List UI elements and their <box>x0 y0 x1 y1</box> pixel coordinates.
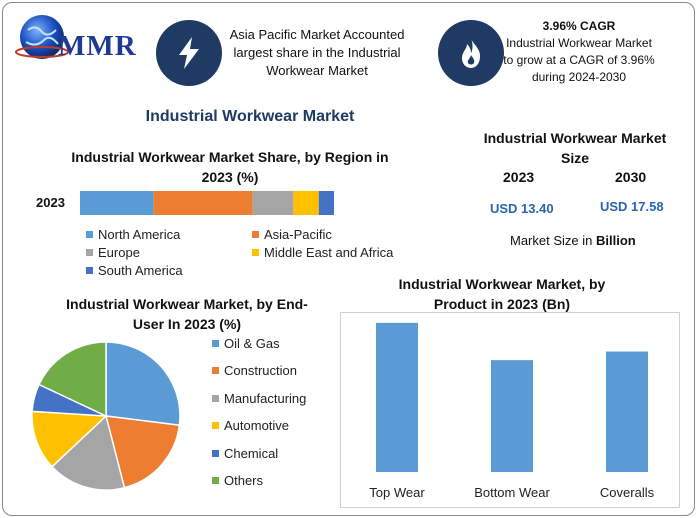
cagr-info: 3.96% CAGR Industrial Workwear Market to… <box>496 18 662 86</box>
south-america-swatch <box>86 267 93 274</box>
region-stacked-bar <box>80 191 334 215</box>
legend-europe: Europe <box>86 245 140 260</box>
pie-slice-manufacturing <box>50 414 126 491</box>
product-bar-chart: Top Wear Bottom Wear Coveralls <box>369 322 655 500</box>
legend-label: Europe <box>98 245 140 260</box>
product-bar-coveralls <box>606 351 648 472</box>
info2-line3: during 2024-2030 <box>531 70 627 84</box>
enduser-legend: Oil & Gas Construction Manufacturing Automo… <box>212 336 332 496</box>
info1-line3: Workwear Market <box>266 63 368 78</box>
pie-legend-label: Chemical <box>224 445 279 461</box>
pie-slice-others <box>38 341 107 418</box>
product-bar-bottom-wear <box>491 360 533 472</box>
legend-label: Asia-Pacific <box>264 227 332 242</box>
logo-text: MMR <box>58 30 137 62</box>
pie-legend-item: Manufacturing <box>212 391 306 406</box>
product-category-label: Coveralls <box>600 485 655 500</box>
value-2023: USD 13.40 <box>490 201 554 216</box>
region-legend: North America Asia-Pacific Europe Middle… <box>86 227 416 281</box>
pie-legend-item: Construction <box>212 363 297 378</box>
note-prefix: Market Size in <box>510 233 596 248</box>
pie-legend-swatch <box>212 394 219 402</box>
cagr-value: 3.96% CAGR <box>542 19 616 33</box>
flame-icon <box>438 20 504 86</box>
pie-slice-automotive <box>31 410 108 468</box>
legend-label: North America <box>98 227 181 242</box>
value-2030: USD 17.58 <box>600 199 664 214</box>
pie-legend-swatch <box>212 422 219 430</box>
pie-legend-item: Others <box>212 473 263 488</box>
enduser-chart-title: Industrial Workwear Market, by End-User … <box>66 296 308 332</box>
pie-legend-swatch <box>212 477 219 484</box>
mea-swatch <box>252 249 259 256</box>
region-chart-title: Industrial Workwear Market Share, by Reg… <box>71 149 389 185</box>
region-segment-middle-east-and-africa <box>293 191 319 215</box>
info2-line1: Industrial Workwear Market <box>506 36 652 50</box>
asia-pacific-info: Asia Pacific Market Accounted largest sh… <box>222 26 412 80</box>
info1-line1: Asia Pacific Market Accounted <box>229 27 405 42</box>
year-2023: 2023 <box>503 169 535 185</box>
product-category-label: Top Wear <box>369 485 425 500</box>
pie-legend-label: Automotive <box>224 418 290 434</box>
info1-line2: largest share in the Industrial <box>233 45 401 60</box>
product-chart-title: Industrial Workwear Market, by Product i… <box>398 276 606 312</box>
pie-legend-label: Oil & Gas <box>224 336 280 351</box>
market-size-note: Market Size in Billion <box>510 233 636 248</box>
region-segment-north-america <box>80 191 154 215</box>
region-segment-asia-pacific <box>153 191 253 215</box>
page-title: Industrial Workwear Market <box>145 108 355 125</box>
legend-north-america: North America <box>86 227 180 242</box>
pie-legend-item: Oil & Gas <box>212 336 280 351</box>
legend-label: South America <box>98 263 183 278</box>
legend-south-america: South America <box>86 263 183 278</box>
pie-legend-swatch <box>212 449 219 457</box>
product-category-label: Bottom Wear <box>474 485 550 500</box>
enduser-pie-chart <box>31 341 181 491</box>
legend-label: Middle East and Africa <box>264 245 394 260</box>
year-2030: 2030 <box>615 169 647 185</box>
asia-pacific-swatch <box>252 231 259 238</box>
legend-middle-east-africa: Middle East and Africa <box>252 245 393 260</box>
note-unit: Billion <box>595 233 636 248</box>
globe-icon <box>15 15 69 59</box>
pie-legend-item: Automotive <box>212 418 289 433</box>
north-america-swatch <box>86 231 93 238</box>
pie-slice-oil-gas <box>105 341 181 427</box>
region-segment-south-america <box>318 191 334 215</box>
pie-legend-label: Construction <box>224 363 297 379</box>
mmr-logo: MMR <box>14 12 144 64</box>
product-bar-top-wear <box>376 322 418 472</box>
pie-legend-swatch <box>212 340 219 347</box>
region-segment-europe <box>252 191 294 215</box>
pie-legend-item: Chemical <box>212 446 278 461</box>
pie-legend-label: Others <box>224 473 264 488</box>
market-size-title-line2: Size <box>560 150 589 166</box>
info2-line2: to grow at a CAGR of 3.96% <box>503 53 655 67</box>
pie-legend-label: Manufacturing <box>224 390 307 406</box>
pie-slice-construction <box>104 415 181 489</box>
lightning-icon <box>156 20 222 86</box>
europe-swatch <box>86 249 93 256</box>
region-year-label: 2023 <box>36 195 65 210</box>
market-size-title: Industrial Workwear Market Size <box>470 128 680 168</box>
pie-legend-swatch <box>212 367 219 375</box>
product-chart-area <box>340 312 680 508</box>
market-size-title-line1: Industrial Workwear Market <box>483 130 667 146</box>
legend-asia-pacific: Asia-Pacific <box>252 227 332 242</box>
